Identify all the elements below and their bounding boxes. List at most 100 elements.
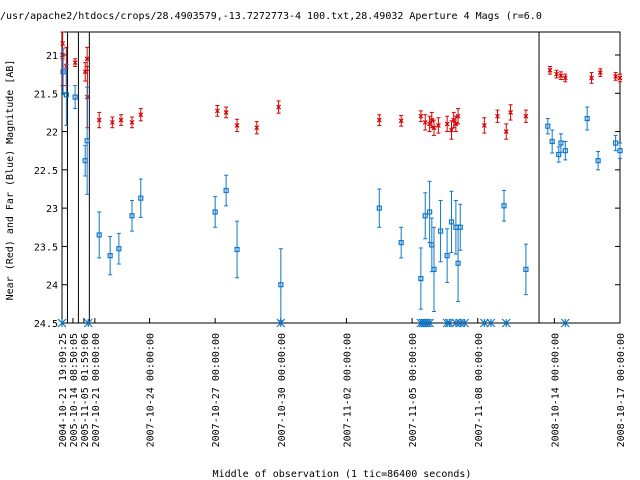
far-data-point [545,123,551,129]
near-data-point [427,121,433,127]
x-tick-label: 2007-10-30 00:00:00 [277,333,288,447]
far-data-point [72,94,78,100]
epoch-marker [83,318,93,328]
y-tick-label: 21.5 [34,89,58,100]
far-data-point [523,266,529,272]
y-tick-label: 23.5 [34,242,58,253]
x-tick-label: 2007-11-02 00:00:00 [342,333,353,447]
near-data-point [109,119,115,125]
epoch-marker [479,318,489,328]
far-data-point [422,213,428,219]
far-data-point [617,148,623,154]
near-data-point [431,125,437,131]
near-data-point [223,109,229,115]
far-data-point [595,158,601,164]
near-data-point [72,60,78,66]
near-data-point [276,104,282,110]
near-data-point [617,75,623,81]
far-data-point [138,195,144,201]
far-data-point [556,151,562,158]
near-data-point [613,73,619,79]
far-data-point [613,140,619,146]
near-data-point [429,117,435,123]
far-data-point [437,228,444,234]
near-data-point [214,108,220,114]
near-data-point [234,123,240,128]
near-data-point [558,73,564,79]
near-data-point [129,119,135,125]
epoch-marker [276,318,286,328]
far-data-point [455,260,461,266]
far-data-point [223,187,229,194]
x-tick-label: 2005-10-14 08:50:05 [69,333,80,447]
near-data-point [455,113,461,119]
near-data-point [508,109,514,115]
far-data-point [444,253,450,259]
epoch-marker [460,318,470,328]
near-data-point [481,123,487,128]
far-data-point [84,138,90,144]
y-tick-label: 24.5 [34,319,58,330]
far-data-point [558,140,564,146]
y-tick-label: 22.5 [34,166,58,177]
x-axis-label: Middle of observation (1 tic=86400 secon… [213,469,472,480]
far-data-point [96,232,102,238]
chart-title: /usr/apache2/htdocs/crops/28.4903579,-13… [0,11,542,22]
far-data-point [562,148,568,154]
near-data-point [84,56,90,62]
near-data-point [453,121,459,127]
x-tick-label: 2007-10-27 00:00:00 [211,333,222,447]
plot-frame [61,31,621,324]
near-data-point [597,70,603,76]
near-data-point [495,113,500,119]
far-data-point [376,205,382,211]
near-data-point [554,71,559,77]
x-tick-label: 2007-10-21 00:00:00 [91,333,102,447]
x-tick-label: 2008-10-17 00:00:00 [616,333,627,447]
epoch-marker [501,318,511,328]
near-data-point [118,117,124,123]
near-data-point [589,75,594,81]
epoch-marker [451,318,461,328]
y-axis-label: Near (Red) and Far (Blue) Magnitude [AB] [5,60,16,301]
near-data-point [138,112,144,118]
near-data-point [418,113,424,119]
near-data-point [422,119,428,125]
epoch-marker [455,318,465,328]
far-data-point [63,92,69,98]
near-data-point [376,117,382,123]
x-tick-label: 2008-10-14 00:00:00 [550,333,561,447]
far-data-point [234,246,240,253]
far-data-point [398,239,404,246]
near-data-point [449,127,454,133]
epoch-marker [486,318,496,328]
epoch-marker [444,318,454,328]
far-data-point [501,203,507,209]
far-data-point [457,224,463,230]
near-data-point [503,129,509,134]
y-tick-label: 22 [46,128,58,139]
far-data-point [418,275,424,282]
far-data-point [107,253,113,259]
far-data-point [427,209,433,215]
epoch-marker [57,318,67,328]
near-data-point [96,117,102,123]
x-tick-label: 2004-10-21 19:09:25 [58,333,69,447]
near-data-point [451,117,457,123]
epoch-marker [425,318,435,328]
x-tick-label: 2007-10-24 00:00:00 [146,333,157,447]
near-data-point [523,113,529,119]
far-data-point [278,282,284,288]
far-data-point [60,69,66,75]
y-tick-label: 23 [46,204,58,215]
near-data-point [562,75,568,81]
far-data-point [212,209,218,215]
far-data-point [448,219,455,225]
y-tick-label: 21 [46,51,58,62]
x-tick-label: 2005-11-05 01:59:06 [80,333,91,447]
x-tick-label: 2007-11-08 00:00:00 [474,333,485,447]
near-data-point [398,118,404,124]
near-data-point [254,125,260,131]
